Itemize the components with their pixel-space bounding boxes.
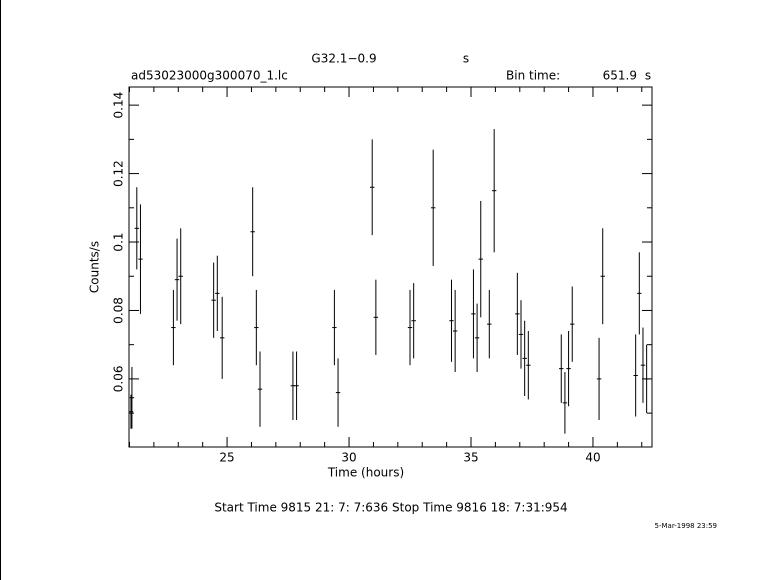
x-tick-label: 30	[341, 451, 356, 465]
chart-title: G32.1−0.9	[311, 52, 376, 66]
title-unit: s	[463, 52, 469, 66]
y-tick-label: 0.1	[112, 232, 126, 251]
time-range: Start Time 9815 21: 7: 7:636 Stop Time 9…	[214, 501, 567, 515]
bin-time-unit: s	[645, 69, 651, 83]
x-tick-label: 35	[463, 451, 478, 465]
x-tick-label: 40	[585, 451, 600, 465]
y-tick-label: 0.12	[112, 160, 126, 187]
plot-frame	[128, 86, 653, 448]
file-name: ad53023000g300070_1.lc	[131, 69, 288, 83]
y-tick-label: 0.08	[112, 297, 126, 324]
x-tick-label: 25	[219, 451, 234, 465]
bin-time-label: Bin time:	[506, 69, 560, 83]
bin-time: 651.9	[603, 69, 637, 83]
date-stamp: 5-Mar-1998 23:59	[655, 522, 717, 530]
x-axis-label: Time (hours)	[327, 466, 404, 480]
y-axis-label: Counts/s	[88, 241, 102, 293]
y-tick-label: 0.14	[112, 92, 126, 119]
y-tick-label: 0.06	[112, 366, 126, 393]
